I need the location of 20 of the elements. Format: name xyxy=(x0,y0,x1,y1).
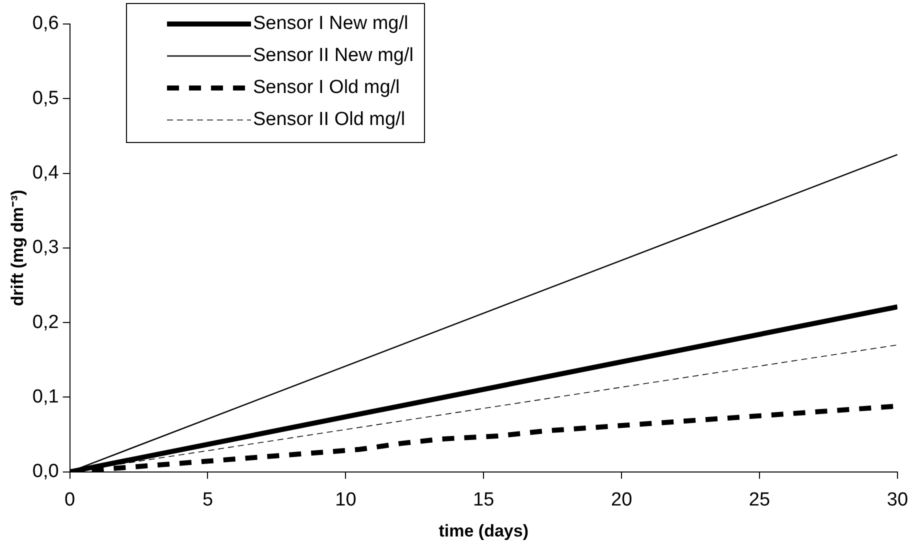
legend-label: Sensor I Old mg/l xyxy=(253,77,400,99)
x-tick-label: 25 xyxy=(748,489,770,510)
y-tick-label: 0,6 xyxy=(32,13,59,34)
y-tick-label: 0,1 xyxy=(32,386,59,408)
y-tick-label: 0,5 xyxy=(32,88,59,109)
x-tick-label: 5 xyxy=(202,489,214,510)
x-tick-label: 15 xyxy=(473,489,494,510)
legend-label: Sensor I New mg/l xyxy=(253,13,408,35)
legend-label: Sensor II New mg/l xyxy=(253,45,414,67)
legend-label: Sensor II Old mg/l xyxy=(253,109,406,131)
x-tick-label: 20 xyxy=(610,489,632,510)
y-axis-title: drift (mg dm⁻³) xyxy=(8,190,27,306)
x-tick-label: 30 xyxy=(886,489,908,510)
x-axis-title: time (days) xyxy=(438,521,528,540)
y-tick-label: 0,2 xyxy=(32,312,59,333)
y-tick-label: 0,4 xyxy=(32,162,60,184)
x-tick-label: 10 xyxy=(335,489,356,510)
y-tick-label: 0,3 xyxy=(32,237,59,258)
y-tick-label: 0,0 xyxy=(32,461,59,482)
x-tick-label: 0 xyxy=(64,489,76,510)
